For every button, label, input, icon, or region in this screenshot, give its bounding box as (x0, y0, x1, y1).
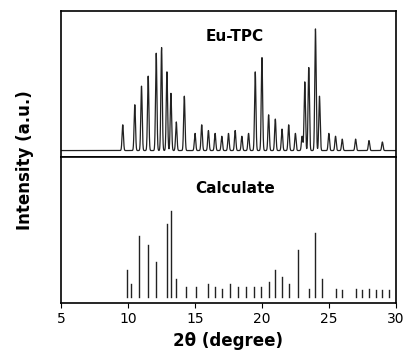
Text: Eu-TPC: Eu-TPC (206, 30, 264, 44)
X-axis label: 2θ (degree): 2θ (degree) (173, 332, 284, 350)
Text: Calculate: Calculate (195, 181, 275, 196)
Text: Intensity (a.u.): Intensity (a.u.) (16, 90, 34, 230)
